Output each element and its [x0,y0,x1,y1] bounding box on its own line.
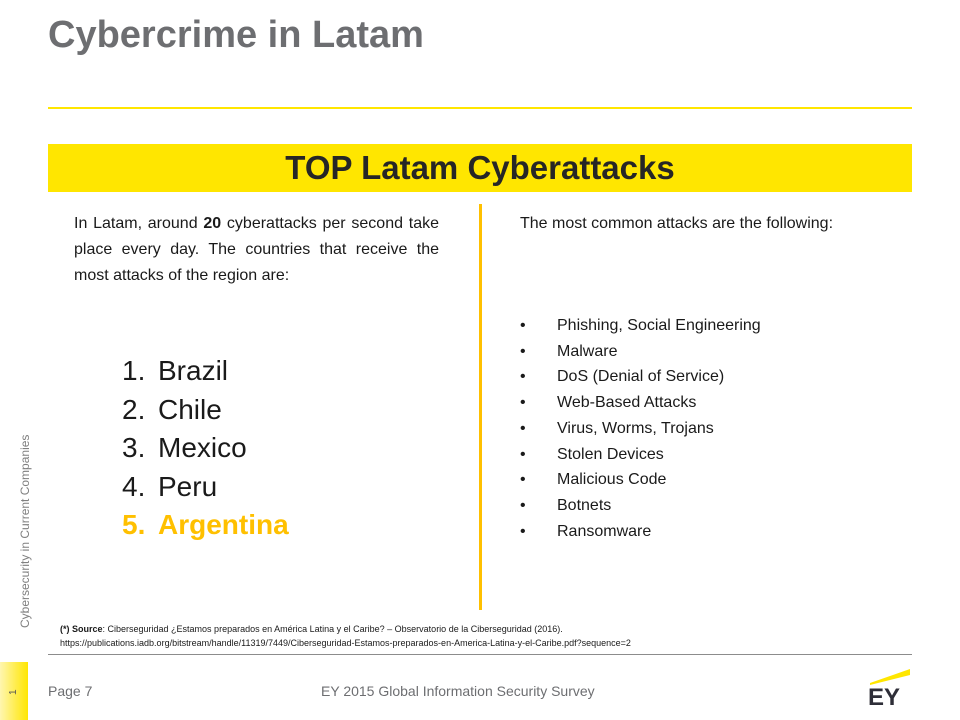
source-label: (*) Source [60,624,103,634]
side-accent [0,662,28,720]
attack-label: Malicious Code [557,471,667,489]
ey-logo-icon: EY [868,669,910,709]
country-item: 4. Peru [122,468,289,507]
country-number: 4. [122,470,146,502]
country-item-highlight: 5. Argentina [122,506,289,545]
bullet-icon: • [520,419,526,437]
country-number: 3. [122,432,146,463]
attack-label: Botnets [557,496,612,514]
attack-item: • Ransomware [520,519,761,545]
source-text: : Ciberseguridad ¿Estamos preparados en … [102,624,563,634]
bullet-icon: • [520,496,526,514]
side-page-number: 1 [8,689,19,695]
survey-title: EY 2015 Global Information Security Surv… [321,683,595,699]
attack-label: Ransomware [557,522,652,540]
attack-label: Web-Based Attacks [557,394,697,412]
source-url: https://publications.iadb.org/bitstream/… [60,638,631,648]
intro-after: cyberattacks per second take place every… [74,215,439,284]
side-bar: Cybersecurity in Current Companies 1 [0,0,32,720]
bullet-icon: • [520,317,526,334]
country-number: 5. [122,509,146,540]
column-divider [479,204,482,610]
attack-label: DoS (Denial of Service) [557,368,725,386]
attack-item: • Botnets [520,493,761,519]
attack-item: • Stolen Devices [520,442,761,468]
attack-label: Stolen Devices [557,445,664,463]
country-name: Peru [158,470,218,502]
bullet-icon: • [520,445,526,463]
attack-item: • Malicious Code [520,467,761,493]
source-citation: (*) Source: Ciberseguridad ¿Estamos prep… [60,622,910,636]
footer-rule [48,654,912,655]
country-name: Brazil [158,355,229,386]
intro-paragraph: In Latam, around 20 cyberattacks per sec… [74,211,439,289]
bullet-icon: • [520,471,526,489]
attack-item: • Malware [520,339,761,365]
attack-item: • DoS (Denial of Service) [520,364,761,390]
bullet-icon: • [520,394,526,412]
country-item: 2. Chile [122,391,289,430]
country-name: Mexico [158,432,247,463]
attacks-intro: The most common attacks are the followin… [520,215,834,232]
country-number: 2. [122,393,146,425]
source-note: (*) Source: Ciberseguridad ¿Estamos prep… [60,622,910,650]
bullet-icon: • [520,522,526,540]
country-item: 1. Brazil [122,352,289,391]
ey-logo-text: EY [868,684,900,709]
page-number: Page 7 [48,683,93,699]
attack-label: Virus, Worms, Trojans [557,419,714,437]
country-list: 1. Brazil 2. Chile 3. Mexico 4. Peru 5. … [122,352,289,545]
attack-item: • Virus, Worms, Trojans [520,416,761,442]
attack-label: Malware [557,342,618,360]
attack-item: • Phishing, Social Engineering [520,313,761,339]
country-item: 3. Mexico [122,429,289,468]
country-name: Chile [158,393,222,425]
country-name: Argentina [158,509,289,540]
intro-before: In Latam, around [74,215,204,232]
attack-label: Phishing, Social Engineering [557,317,761,334]
bullet-icon: • [520,342,526,360]
title-rule [48,107,912,109]
bullet-icon: • [520,368,526,386]
slide-title: Cybercrime in Latam [48,14,424,56]
side-label: Cybersecurity in Current Companies [18,434,32,628]
attack-list: • Phishing, Social Engineering • Malware •… [520,313,761,544]
banner: TOP Latam Cyberattacks [48,144,912,192]
attack-item: • Web-Based Attacks [520,390,761,416]
banner-text: TOP Latam Cyberattacks [285,149,675,186]
intro-count: 20 [203,215,222,232]
country-number: 1. [122,355,146,386]
